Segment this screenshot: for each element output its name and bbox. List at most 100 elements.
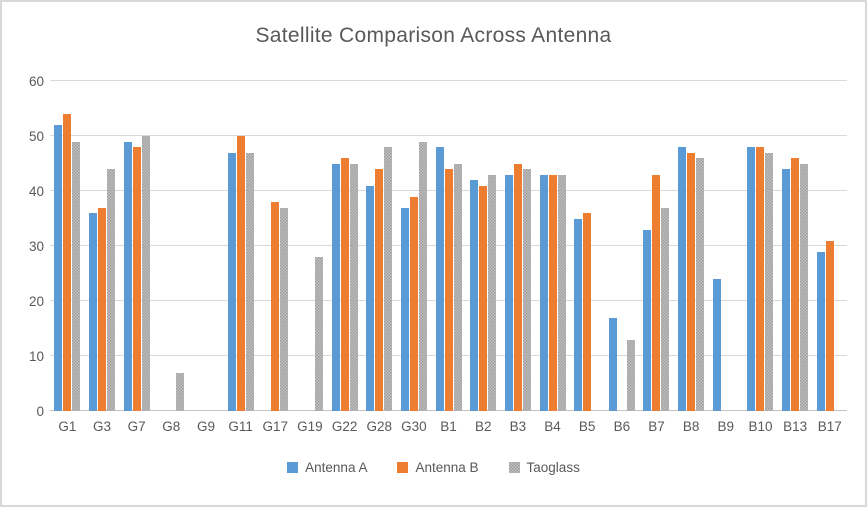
bar-b4-antenna-a[interactable] [539,174,548,411]
bar-b8-antenna-b[interactable] [687,152,696,411]
x-tick-label-g11: G11 [228,419,253,434]
bar-g30-antenna-a[interactable] [400,207,409,411]
bar-g1-taoglass[interactable] [72,141,81,411]
bar-group-b9 [708,81,743,411]
bar-g30-taoglass[interactable] [418,141,427,411]
bar-b10-antenna-b[interactable] [756,147,765,411]
x-tick-label-g30: G30 [401,419,427,434]
bar-g11-taoglass[interactable] [245,152,254,411]
bar-b17-antenna-b[interactable] [825,240,834,411]
bar-b6-antenna-a[interactable] [608,317,617,411]
legend-swatch-icon [508,462,520,473]
bar-b7-taoglass[interactable] [661,207,670,411]
bar-b1-antenna-a[interactable] [435,147,444,411]
bar-b8-antenna-a[interactable] [678,147,687,411]
x-tick-label-g28: G28 [366,419,392,434]
y-tick-label: 10 [28,348,44,364]
bar-b9-antenna-a[interactable] [712,279,721,411]
y-tick-label: 20 [28,293,44,309]
bar-b3-antenna-a[interactable] [504,174,513,411]
bar-b4-antenna-b[interactable] [548,174,557,411]
bar-b5-antenna-b[interactable] [583,213,592,411]
bar-b5-antenna-a[interactable] [574,218,583,411]
bar-g17-antenna-b[interactable] [271,202,280,411]
plot-area [50,81,847,411]
bar-group-g1 [50,81,85,411]
y-tick-label: 60 [28,73,44,89]
legend: Antenna A Antenna B Taoglass [2,460,865,475]
bar-group-b1 [431,81,466,411]
bar-g8-taoglass[interactable] [176,372,185,411]
bar-b1-taoglass[interactable] [453,163,462,411]
bar-b13-taoglass[interactable] [800,163,809,411]
x-tick-label-b3: B3 [509,419,527,434]
bar-b2-antenna-b[interactable] [479,185,488,411]
bar-group-g28 [362,81,397,411]
bar-g1-antenna-a[interactable] [54,125,63,411]
bar-group-b13 [778,81,813,411]
legend-item-taoglass[interactable]: Taoglass [508,460,580,475]
bar-group-g22 [327,81,362,411]
legend-swatch-icon [397,462,409,473]
bar-b7-antenna-a[interactable] [643,229,652,411]
x-tick-label-g7: G7 [127,419,146,434]
bar-g19-taoglass[interactable] [314,257,323,411]
bar-b7-antenna-b[interactable] [652,174,661,411]
x-tick-label-b5: B5 [578,419,596,434]
bar-g22-antenna-b[interactable] [340,158,349,411]
bar-b3-antenna-b[interactable] [513,163,522,411]
bar-g22-taoglass[interactable] [349,163,358,411]
bar-group-g3 [85,81,120,411]
bar-b8-taoglass[interactable] [696,158,705,411]
bar-b13-antenna-a[interactable] [782,169,791,411]
bar-group-b8 [674,81,709,411]
x-tick-label-b10: B10 [748,419,773,434]
bar-g1-antenna-b[interactable] [63,114,72,411]
bar-g3-taoglass[interactable] [106,169,115,411]
bar-b17-antenna-a[interactable] [816,251,825,411]
bar-b13-antenna-b[interactable] [791,158,800,411]
bar-group-g17 [258,81,293,411]
x-tick-label-b4: B4 [544,419,561,434]
x-axis-labels: G1 G3 G7 G8 G9 G11 G17 G19 G22 G28 G30 B1 B2 B3 B4 B5 B6… [50,419,847,434]
bar-group-b4 [535,81,570,411]
bar-b4-taoglass[interactable] [557,174,566,411]
bar-g28-antenna-a[interactable] [366,185,375,411]
bar-b10-taoglass[interactable] [765,152,774,411]
bar-g7-antenna-b[interactable] [132,147,141,411]
legend-label: Taoglass [526,460,580,475]
bar-g28-taoglass[interactable] [384,147,393,411]
x-tick-label-g8: G8 [162,419,181,434]
bar-b2-antenna-a[interactable] [470,180,479,411]
legend-swatch-icon [287,462,299,473]
bar-b1-antenna-b[interactable] [444,169,453,411]
x-tick-label-b2: B2 [474,419,492,434]
x-tick-label-g9: G9 [196,419,215,434]
bar-g22-antenna-a[interactable] [331,163,340,411]
bar-b6-taoglass[interactable] [626,339,635,411]
bar-g11-antenna-b[interactable] [236,136,245,411]
bar-group-g19 [293,81,328,411]
bar-g11-antenna-a[interactable] [227,152,236,411]
bar-g7-antenna-a[interactable] [123,141,132,411]
bar-group-g30 [397,81,432,411]
x-tick-label-g19: G19 [297,419,323,434]
bar-b2-taoglass[interactable] [488,174,497,411]
bar-g30-antenna-b[interactable] [409,196,418,411]
bar-b10-antenna-a[interactable] [747,147,756,411]
bar-g28-antenna-b[interactable] [375,169,384,411]
bar-g7-taoglass[interactable] [141,136,150,411]
bar-g3-antenna-b[interactable] [97,207,106,411]
bar-b3-taoglass[interactable] [522,169,531,411]
bar-group-b6 [605,81,640,411]
x-tick-label-g22: G22 [331,419,358,434]
bar-g3-antenna-a[interactable] [88,213,97,411]
bar-g17-taoglass[interactable] [280,207,289,411]
y-tick-label: 30 [28,238,44,254]
legend-item-antenna-b[interactable]: Antenna B [397,460,479,475]
bar-group-b7 [639,81,674,411]
legend-item-antenna-a[interactable]: Antenna A [287,460,367,475]
bar-group-g9 [189,81,224,411]
bar-group-b3 [501,81,536,411]
